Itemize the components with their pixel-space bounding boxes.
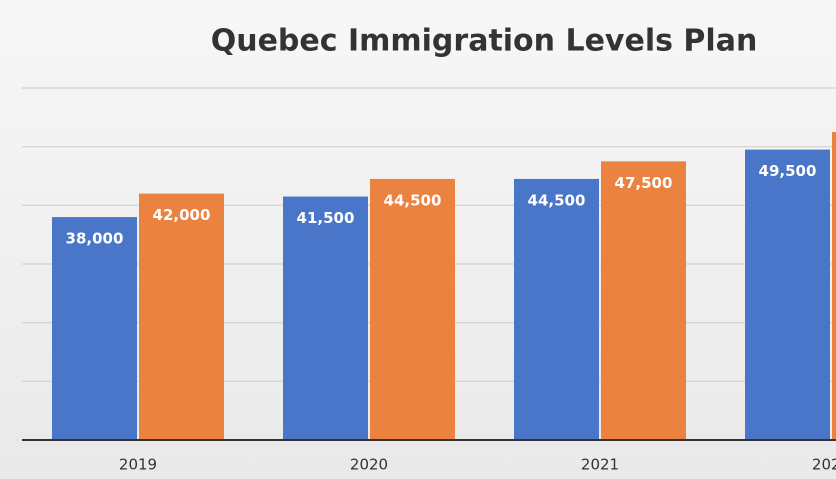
x-tick-label: 2019: [119, 456, 157, 474]
value-label: 44,500: [528, 191, 586, 209]
bar: [52, 217, 137, 440]
bar: [370, 178, 455, 440]
value-label: 38,000: [66, 230, 124, 248]
value-label: 44,500: [384, 191, 442, 209]
value-label: 47,500: [615, 174, 673, 192]
bar: [832, 132, 836, 440]
chart-title: Quebec Immigration Levels Plan: [211, 24, 758, 59]
x-tick-label: 2022: [812, 456, 836, 474]
bar: [514, 178, 599, 440]
value-label: 41,500: [297, 209, 355, 227]
bar: [601, 161, 686, 441]
value-label: 42,000: [153, 206, 211, 224]
value-label: 49,500: [759, 162, 817, 180]
x-tick-label: 2021: [581, 456, 619, 474]
bar: [139, 193, 224, 440]
bar: [745, 149, 830, 440]
bar: [283, 196, 368, 440]
x-tick-label: 2020: [350, 456, 388, 474]
